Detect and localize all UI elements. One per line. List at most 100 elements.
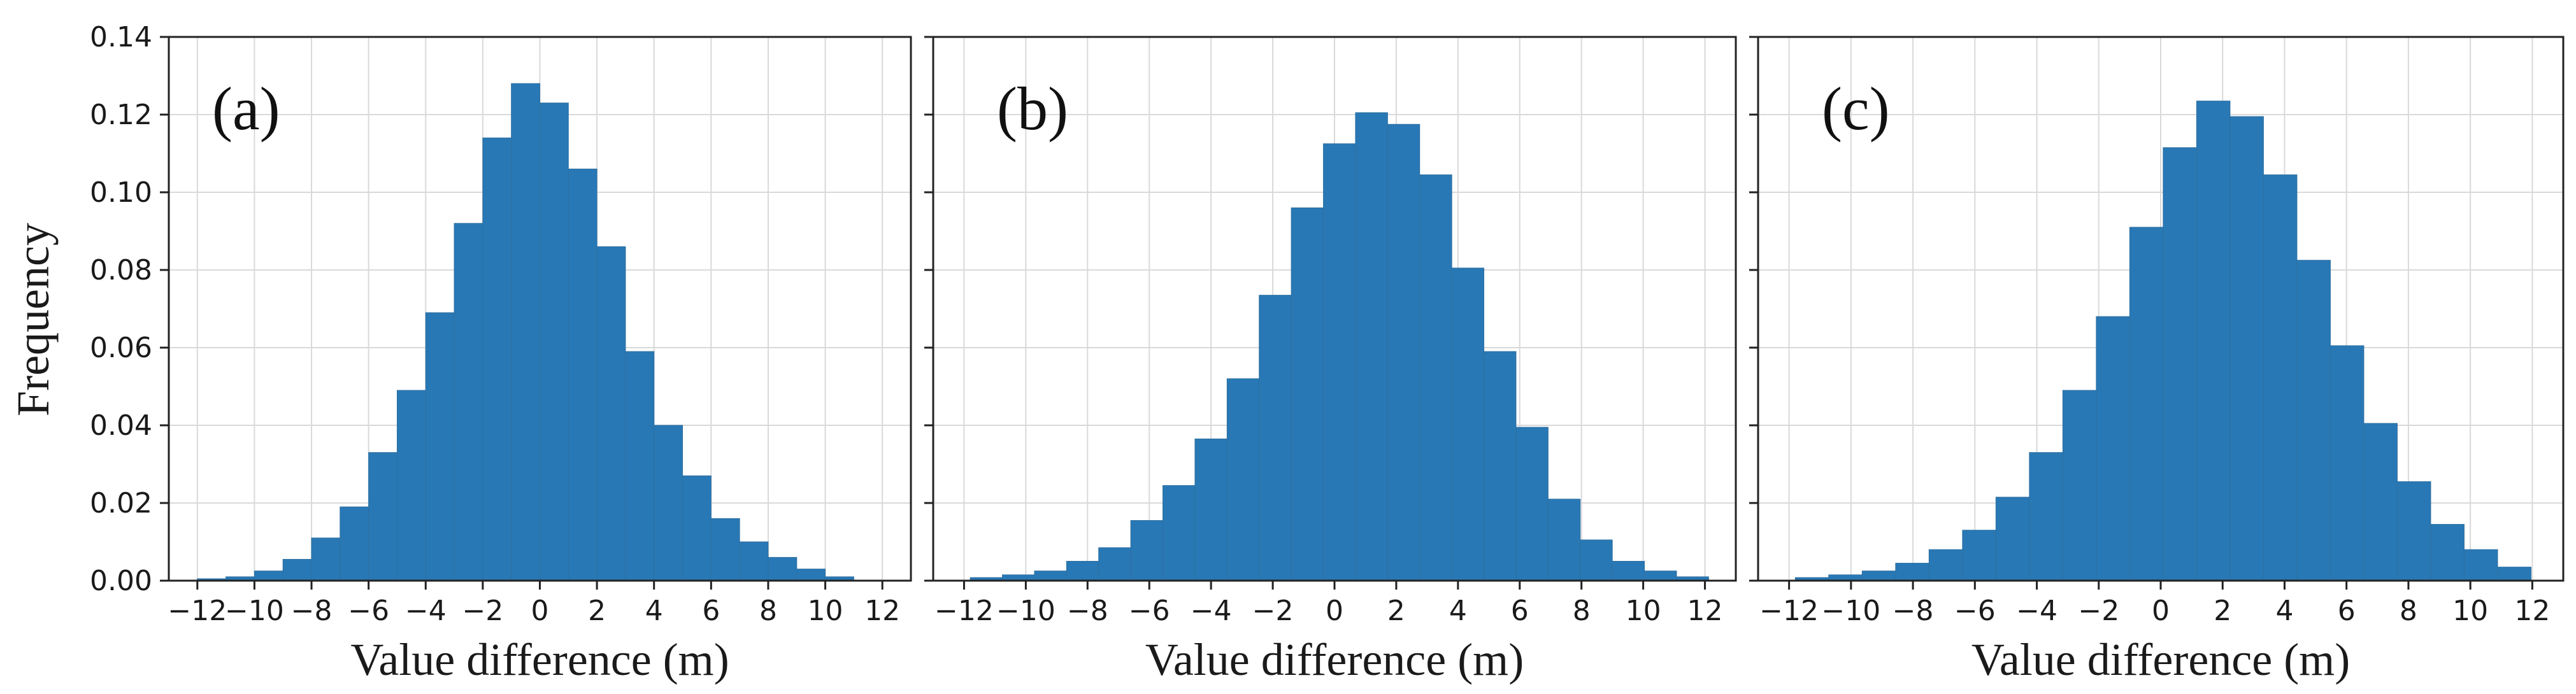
histogram-bar — [1995, 497, 2030, 581]
x-tick-label: 12 — [2514, 595, 2550, 627]
histogram-bar — [1323, 143, 1356, 581]
x-axis-title: Value difference (m) — [350, 634, 729, 685]
x-tick-label: −10 — [996, 595, 1055, 627]
histogram-bar — [1928, 549, 1963, 581]
histogram-bar — [2263, 174, 2298, 581]
x-tick-label: 6 — [702, 595, 720, 627]
histogram-bar — [2396, 481, 2431, 581]
histogram-bar — [540, 103, 569, 581]
x-tick-label: 0 — [1326, 595, 1343, 627]
x-tick-label: −6 — [1129, 595, 1170, 627]
histogram-bar — [1066, 561, 1099, 581]
histogram-bar — [1194, 438, 1227, 581]
y-tick-label: 0.02 — [90, 487, 152, 520]
x-tick-label: 2 — [1387, 595, 1405, 627]
histogram-bar — [1226, 378, 1260, 581]
histogram-bar — [2196, 101, 2231, 581]
y-tick-label: 0.04 — [90, 409, 152, 442]
x-tick-label: 0 — [2152, 595, 2170, 627]
histogram-bar — [1130, 520, 1164, 581]
histogram-bar — [1644, 570, 1677, 581]
x-tick-label: −10 — [1821, 595, 1880, 627]
histogram-bar — [2329, 345, 2365, 581]
histogram-bar — [1098, 547, 1131, 581]
panel-label: (b) — [997, 74, 1068, 143]
histogram-bar — [1580, 539, 1613, 581]
x-tick-label: 8 — [759, 595, 777, 627]
y-tick-label: 0.00 — [90, 565, 152, 597]
histogram-bar — [1895, 563, 1929, 581]
histogram-bar — [768, 556, 798, 581]
x-tick-label: 6 — [2338, 595, 2356, 627]
x-tick-label: −6 — [1954, 595, 1996, 627]
histogram-bar — [2129, 227, 2164, 581]
x-tick-label: 0 — [531, 595, 549, 627]
x-axis-title: Value difference (m) — [1971, 634, 2350, 685]
histogram-bar — [2296, 260, 2331, 581]
x-tick-label: 10 — [808, 595, 843, 627]
histogram-bar — [2463, 549, 2498, 581]
panel-label: (a) — [212, 74, 280, 143]
x-tick-label: −4 — [1191, 595, 1232, 627]
histogram-bar — [2363, 423, 2398, 581]
x-tick-label: 12 — [1687, 595, 1723, 627]
histogram-bar — [2430, 524, 2465, 581]
x-tick-label: 8 — [1573, 595, 1591, 627]
y-tick-label: 0.06 — [90, 332, 152, 364]
histogram-bar — [1547, 499, 1581, 581]
x-tick-label: −4 — [405, 595, 447, 627]
histogram-bar — [368, 452, 397, 581]
histogram-bar — [1291, 207, 1324, 581]
histogram-bar — [1861, 570, 1896, 581]
y-tick-label: 0.08 — [90, 254, 152, 287]
y-axis-title: Frequency — [8, 223, 59, 416]
histogram-bar — [682, 475, 712, 581]
x-tick-label: 4 — [1449, 595, 1467, 627]
histogram-bar — [1962, 530, 1996, 581]
histogram-bar — [2229, 116, 2264, 581]
histogram-bar — [625, 351, 655, 581]
histogram-panel-b: −12 −10 −8 −6 −4 −2 0 2 4 6 8 10 12 (b) Value differen… — [924, 36, 1737, 685]
histogram-bar — [654, 425, 683, 581]
x-tick-label: 4 — [2275, 595, 2293, 627]
histogram-bar — [282, 558, 312, 581]
x-tick-label: −10 — [225, 595, 284, 627]
histogram-bar — [796, 569, 826, 581]
y-tick-label: 0.14 — [90, 21, 152, 53]
x-tick-label: −8 — [291, 595, 333, 627]
x-tick-label: −12 — [168, 595, 227, 627]
x-tick-label: 4 — [645, 595, 663, 627]
histogram-bar — [1515, 427, 1549, 581]
histogram-bar — [454, 223, 483, 581]
histogram-bar — [710, 518, 740, 581]
histogram-panel-c: −12 −10 −8 −6 −4 −2 0 2 4 6 8 10 12 (c) Value differen… — [1749, 36, 2565, 685]
x-tick-label: 8 — [2400, 595, 2417, 627]
histogram-bar — [1612, 561, 1645, 581]
x-tick-label: 10 — [2452, 595, 2488, 627]
histogram-bar — [2163, 147, 2197, 581]
histogram-bar — [1034, 570, 1067, 581]
histogram-bar — [425, 312, 455, 581]
x-tick-label: 10 — [1626, 595, 1661, 627]
histogram-bar — [254, 570, 283, 581]
histogram-bar — [311, 537, 341, 581]
histogram-bar — [2096, 316, 2130, 581]
x-tick-label: 2 — [588, 595, 606, 627]
histogram-bar — [340, 506, 369, 581]
histogram-bar — [1387, 124, 1420, 581]
histogram-bar — [2497, 567, 2531, 581]
histogram-bar — [1355, 112, 1388, 581]
histogram-panel-a: −12−10 −8 −6 −4 −2 0 2 4 6 8 10 12 0.00 0.02 0.04 0.06 0… — [90, 21, 912, 685]
histogram-bar — [482, 138, 512, 581]
x-tick-label: −2 — [462, 595, 503, 627]
y-tick-label: 0.12 — [90, 99, 152, 131]
histogram-bar — [739, 541, 769, 581]
x-tick-label: −8 — [1893, 595, 1934, 627]
x-tick-label: 12 — [864, 595, 900, 627]
x-tick-label: 2 — [2214, 595, 2231, 627]
panel-label: (c) — [1822, 74, 1890, 143]
histogram-bar — [511, 83, 541, 581]
x-tick-label: −12 — [1759, 595, 1819, 627]
x-tick-label: −4 — [2016, 595, 2057, 627]
